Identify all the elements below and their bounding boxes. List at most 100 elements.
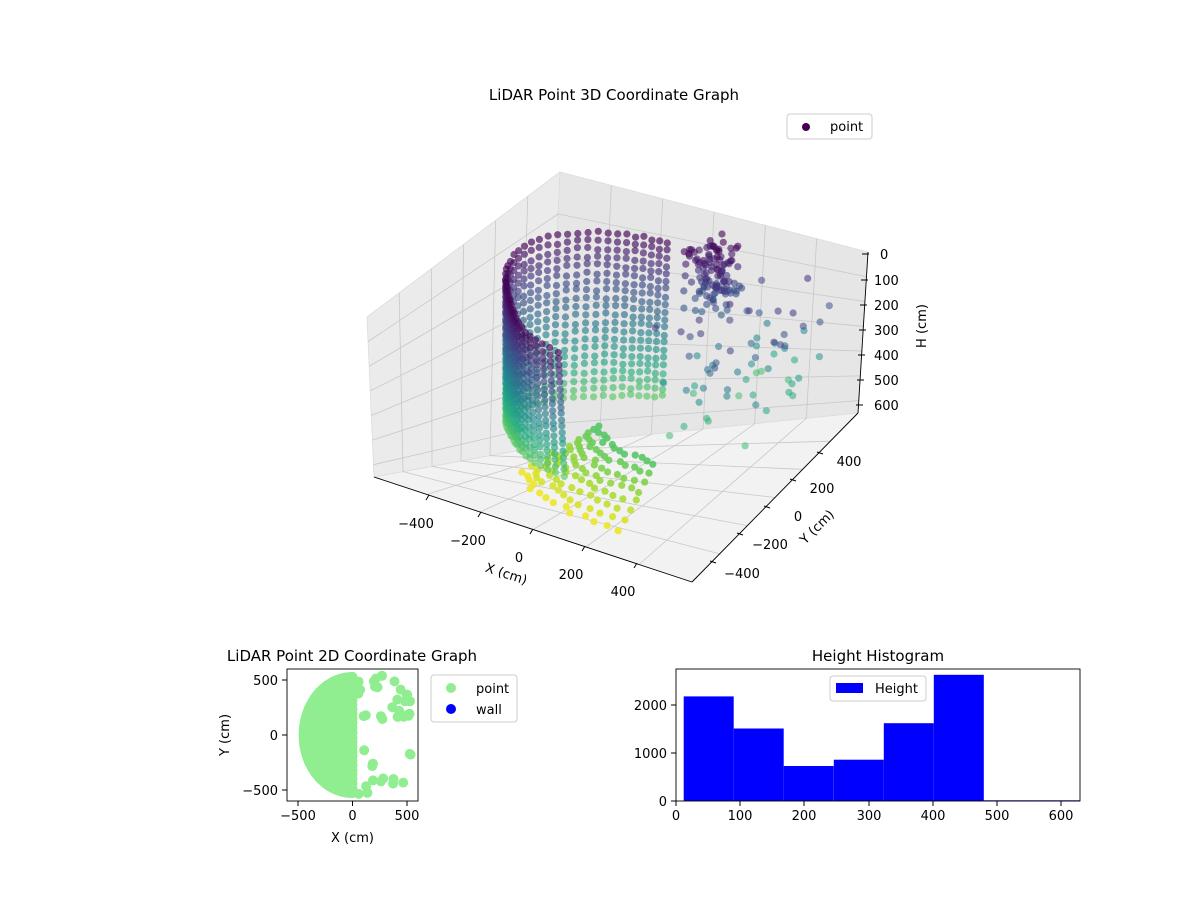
point-3d [620,336,628,344]
point-3d [551,449,559,458]
point-3d [638,305,646,313]
point-3d [661,293,670,301]
point-3d [613,504,621,512]
point-3d [514,271,523,279]
point-3d [527,272,535,280]
point-3d [533,361,541,369]
point-3d [534,294,542,302]
point-3d [632,496,640,504]
point-3d [586,505,594,513]
point-3d [636,344,645,352]
x-ticks: −400 −200 0 200 400 X (cm) [398,494,638,600]
legend-label: point [476,682,509,697]
point-3d [555,366,563,374]
point-3d [532,342,540,350]
point-2d [392,711,403,722]
point-3d [646,289,654,297]
point-3d [538,340,546,348]
height-histogram: Height Histogram 0 100 200 300 400 500 6… [634,647,1081,824]
point-3d [631,240,639,248]
point-3d [580,378,588,386]
point-3d [613,254,621,262]
point-3d [520,275,528,283]
point-3d [582,311,590,319]
point-3d [593,287,601,295]
point-3d [529,408,537,416]
point-3d [751,354,760,362]
point-3d [603,500,611,508]
histogram-bar [683,696,734,801]
point-3d [630,476,639,484]
point-3d [586,479,594,487]
y-tick-label: 0 [794,510,802,525]
point-3d [542,323,550,331]
point-3d [654,284,662,292]
point-3d [647,267,655,275]
point-3d [528,382,536,390]
point-3d [618,481,626,489]
point-3d [609,393,617,401]
point-3d [550,443,559,451]
point-3d [535,424,544,433]
point-3d [536,437,544,445]
point-3d [631,247,639,255]
point-3d [655,260,663,268]
point-3d [535,235,544,243]
grid-line [430,268,433,467]
point-3d [603,254,612,262]
point-3d [627,374,635,382]
z-tick-label: 0 [880,248,888,263]
x-tick-label: −200 [450,534,486,549]
point-3d [535,253,543,261]
point-3d [612,285,620,293]
point-3d [584,243,592,252]
point-3d [562,296,570,304]
point-3d [600,384,608,392]
point-3d [533,474,541,482]
lidar-3d-chart: LiDAR Point 3D Coordinate Graph −400 −20… [366,86,930,600]
point-3d [531,459,539,467]
point-3d [546,351,554,359]
point-3d [543,441,551,449]
point-3d [825,302,833,310]
point-3d [581,326,590,335]
point-3d [535,268,543,277]
point-3d [638,289,646,297]
point-3d [780,330,788,339]
point-3d [568,484,576,492]
point-3d [734,263,742,271]
point-3d [644,354,652,362]
point-3d [758,276,766,284]
point-3d [603,269,611,277]
point-3d [520,267,528,275]
point-3d [527,351,535,359]
point-3d [552,290,560,298]
point-3d [653,314,661,322]
point-3d [651,376,659,384]
point-3d [542,494,550,502]
point-3d [544,241,552,249]
y-axis-line [691,412,859,583]
point-3d [695,287,703,295]
point-3d [618,374,627,382]
point-3d [651,393,659,401]
point-3d [571,472,580,480]
point-3d [630,272,639,280]
x-axis-label: X (cm) [331,831,374,846]
point-3d [549,419,557,427]
point-3d [582,286,591,294]
point-3d [591,335,599,343]
point-3d [558,416,566,424]
point-3d [552,313,560,321]
legend-box [829,675,927,702]
point-3d [691,382,699,390]
point-3d [742,375,750,384]
point-3d [560,459,568,467]
point-3d [569,393,578,401]
point-3d [637,313,646,321]
point-2d [389,676,400,687]
point-3d [539,359,547,367]
point-3d [706,242,714,250]
point-3d [601,334,609,342]
